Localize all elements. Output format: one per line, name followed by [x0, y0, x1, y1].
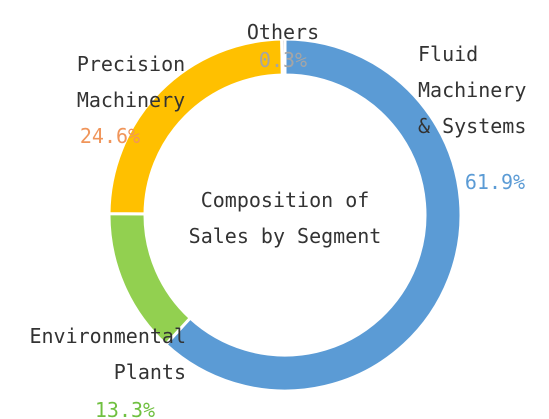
slice-label: Environmental Plants: [29, 324, 186, 384]
slice-label: Precision Machinery: [76, 52, 186, 112]
slice: [280, 37, 287, 77]
value-label: 24.6%: [79, 124, 141, 148]
value-label: 13.3%: [94, 398, 156, 419]
value-label: 0.3%: [258, 48, 308, 72]
value-label: 61.9%: [464, 170, 526, 194]
slice-label: Fluid Machinery & Systems: [418, 42, 527, 138]
slice-label: Others: [246, 20, 320, 44]
chart-title: Composition of Sales by Segment: [188, 188, 382, 248]
slice: [163, 37, 463, 393]
